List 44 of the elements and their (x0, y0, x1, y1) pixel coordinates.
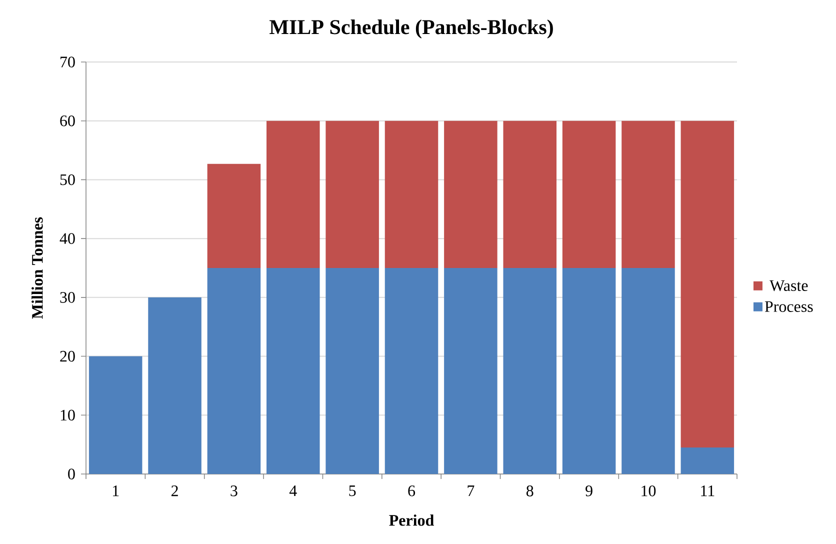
x-tick-label: 9 (586, 486, 592, 496)
bar (562, 120, 616, 268)
x-tick-label: 11 (701, 486, 714, 496)
y-tick-label: 70 (60, 56, 75, 68)
y-axis-title: Million Tonnes (32, 217, 43, 319)
bar (384, 268, 438, 474)
bar (266, 120, 320, 268)
bar (562, 268, 616, 474)
x-tick-label: 7 (468, 486, 474, 496)
bar (680, 448, 734, 474)
legend-label: Waste (770, 280, 808, 292)
bar (622, 120, 675, 268)
bar (503, 120, 556, 268)
x-tick-label: 2 (171, 486, 178, 496)
bar (384, 120, 438, 268)
y-tick-label: 10 (60, 410, 75, 421)
y-tick-label: 0 (68, 468, 75, 480)
bar (326, 268, 379, 474)
x-tick-label: 4 (289, 486, 297, 496)
x-tick-label: 1 (112, 486, 119, 496)
bar (503, 268, 556, 474)
bar (444, 268, 498, 474)
bar (326, 120, 379, 268)
bar (207, 164, 261, 268)
x-tick-label: 8 (526, 486, 534, 496)
bar (88, 356, 142, 474)
x-tick-label: 5 (349, 486, 356, 496)
y-tick-label: 40 (60, 233, 75, 244)
y-tick-label: 20 (60, 350, 75, 362)
bar (680, 120, 734, 448)
legend-label: Process (764, 301, 813, 312)
chart-title: MILP Schedule (Panels-Blocks) (270, 19, 553, 38)
bar (207, 268, 261, 474)
x-tick-label: 6 (408, 486, 416, 496)
bar (148, 297, 202, 474)
x-tick-label: 3 (230, 486, 238, 496)
y-tick-label: 60 (60, 115, 75, 126)
y-tick-label: 30 (60, 292, 75, 303)
bar (444, 120, 498, 268)
y-tick-label: 50 (60, 174, 75, 186)
bar (266, 268, 320, 474)
bar (622, 268, 675, 474)
x-axis-title: Period (389, 514, 434, 526)
x-tick-label: 10 (642, 486, 656, 496)
